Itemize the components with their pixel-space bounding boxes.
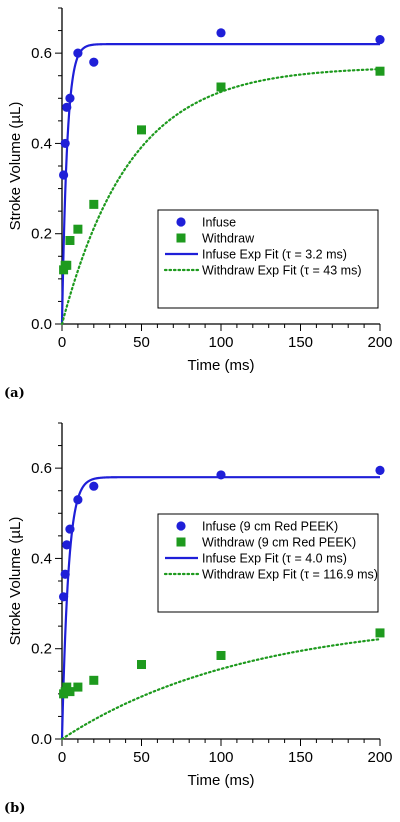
withdraw-fit-curve (60, 68, 382, 326)
legend-box (157, 513, 379, 613)
tick-group: 0 50 100 150 200 0.0 0.2 0.4 0.6 (31, 422, 393, 766)
infuse-data-point (62, 540, 72, 550)
plot-area (58, 465, 385, 741)
plot-area (58, 28, 385, 326)
withdraw-data-point (89, 675, 99, 685)
withdraw-data-point (59, 265, 69, 275)
x-tick-label: 150 (288, 749, 313, 766)
legend-label-infuse: Infuse (202, 216, 236, 230)
x-tick-label: 150 (288, 334, 313, 351)
infuse-data-point (89, 57, 99, 67)
withdraw-data-point (216, 650, 226, 660)
x-tick-label: 200 (367, 749, 392, 766)
legend-box (157, 209, 379, 309)
infuse-data-point (60, 569, 70, 579)
y-tick-label: 0.6 (31, 460, 52, 477)
withdraw-data-point (65, 687, 75, 697)
x-tick-label: 0 (58, 334, 66, 351)
legend-label-withdraw-fit: Withdraw Exp Fit (τ = 116.9 ms) (202, 568, 378, 582)
infuse-data-point (58, 592, 69, 602)
y-tick-label: 0.4 (31, 135, 52, 152)
legend-marker-withdraw (176, 537, 186, 547)
x-tick-label: 100 (208, 749, 233, 766)
withdraw-data-point (62, 682, 72, 692)
tick-group: 0 50 100 150 200 0.0 0.2 0.4 0.6 (31, 7, 393, 351)
x-tick-label: 50 (133, 334, 150, 351)
legend: Infuse Withdraw Infuse Exp Fit (τ = 3.2 … (157, 209, 379, 309)
x-tick-label: 100 (208, 334, 233, 351)
y-tick-label: 0.2 (31, 226, 52, 243)
infuse-data-point (65, 93, 75, 103)
legend-marker-infuse (176, 217, 186, 227)
panel-label: (b) (4, 801, 25, 816)
legend: Infuse (9 cm Red PEEK) Withdraw (9 cm Re… (157, 513, 379, 613)
x-tick-label: 50 (133, 749, 150, 766)
infuse-data-point (216, 470, 226, 480)
infuse-data-point (216, 28, 226, 38)
legend-label-withdraw-fit: Withdraw Exp Fit (τ = 43 ms) (202, 264, 362, 278)
x-tick-label: 0 (58, 749, 66, 766)
x-axis-title: Time (ms) (188, 772, 255, 789)
withdraw-data-point (60, 687, 70, 697)
infuse-data-point (62, 102, 72, 112)
infuse-data-point (65, 524, 75, 534)
infuse-data-point (375, 35, 385, 45)
y-tick-label: 0.6 (31, 45, 52, 62)
x-tick-label: 200 (367, 334, 392, 351)
withdraw-data-point (216, 82, 226, 92)
panel-label: (a) (4, 386, 25, 401)
infuse-fit-curve (60, 43, 380, 325)
chart-panel-a: Time (ms) Stroke Volume (µL) (a) 0 50 100 1… (4, 7, 393, 401)
y-tick-label: 0.4 (31, 550, 52, 567)
withdraw-data-point (62, 260, 72, 270)
legend-label-infuse-fit: Infuse Exp Fit (τ = 4.0 ms) (202, 552, 347, 566)
withdraw-data-point (73, 682, 83, 692)
withdraw-data-point (65, 235, 75, 245)
chart-panel-b: Time (ms) Stroke Volume (µL) (b) 0 50 100 1… (4, 422, 393, 816)
infuse-data-point (375, 465, 385, 475)
legend-marker-withdraw (176, 233, 186, 243)
withdraw-data-point (375, 66, 385, 76)
y-tick-label: 0.0 (31, 316, 52, 333)
withdraw-fit-curve (60, 638, 382, 741)
x-axis-title: Time (ms) (188, 357, 255, 374)
y-axis-title: Stroke Volume (µL) (7, 517, 24, 646)
legend-label-withdraw: Withdraw (9 cm Red PEEK) (202, 536, 356, 550)
infuse-data-point (89, 481, 99, 491)
legend-label-infuse: Infuse (9 cm Red PEEK) (202, 520, 338, 534)
legend-marker-infuse (176, 521, 186, 531)
withdraw-data-point (375, 628, 385, 638)
legend-label-infuse-fit: Infuse Exp Fit (τ = 3.2 ms) (202, 248, 347, 262)
y-tick-label: 0.0 (31, 731, 52, 748)
withdraw-data-point (73, 224, 83, 234)
legend-label-withdraw: Withdraw (202, 232, 255, 246)
y-tick-label: 0.2 (31, 641, 52, 658)
withdraw-data-point (137, 125, 146, 135)
infuse-data-point (73, 495, 83, 505)
infuse-data-point (73, 48, 83, 58)
withdraw-data-point (89, 199, 99, 209)
infuse-data-point (58, 170, 69, 180)
y-axis-title: Stroke Volume (µL) (7, 102, 24, 231)
infuse-data-point (60, 138, 70, 149)
withdraw-data-point (137, 660, 146, 670)
